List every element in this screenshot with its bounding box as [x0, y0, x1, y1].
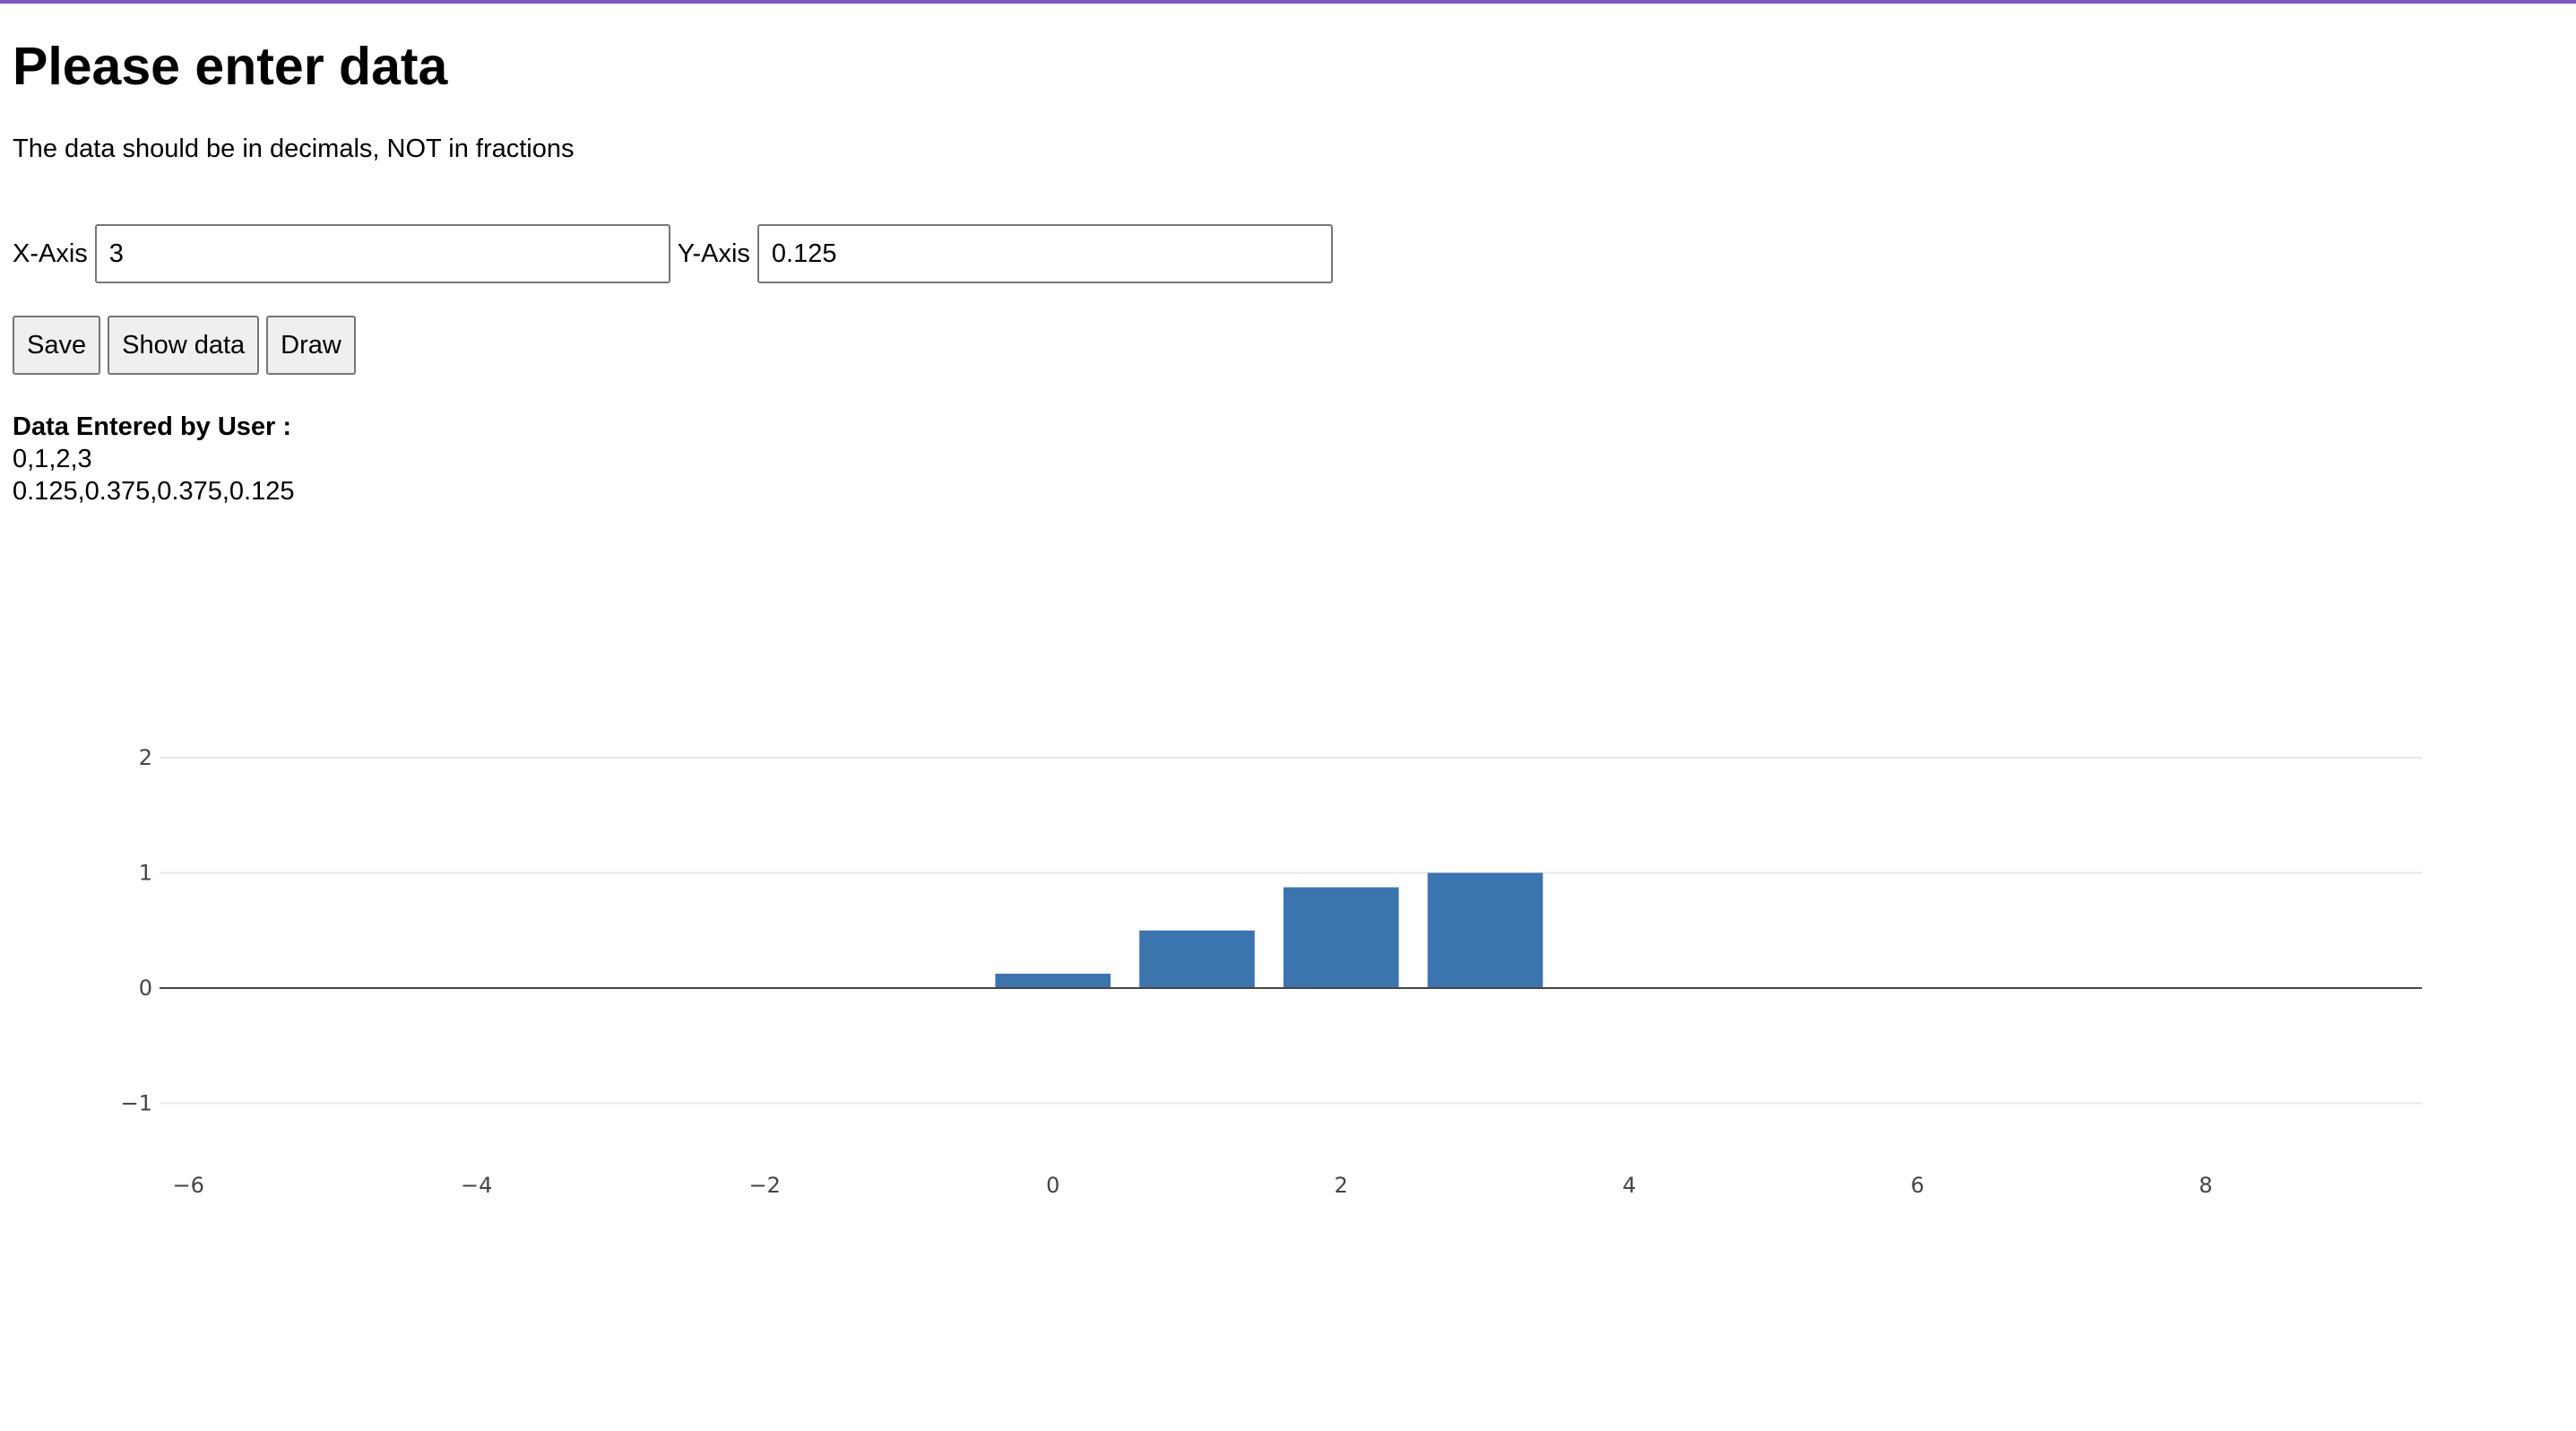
bar-chart: −1 0 1 2 −6 −4 −2 0 2 4 6 8: [121, 745, 2422, 1198]
x-tick-label: 8: [2199, 1173, 2212, 1198]
page-title: Please enter data: [13, 37, 448, 96]
y-tick-label: 1: [139, 861, 152, 886]
bar: [995, 973, 1111, 988]
chart-container: −1 0 1 2 −6 −4 −2 0 2 4 6 8: [0, 628, 2576, 1224]
x-tick-label: 0: [1046, 1173, 1059, 1198]
x-tick-label: −6: [172, 1173, 203, 1198]
x-axis-label: X-Axis: [13, 238, 88, 268]
x-tick-label: −2: [749, 1173, 781, 1198]
instructions-text: The data should be in decimals, NOT in f…: [13, 134, 575, 163]
save-button[interactable]: Save: [13, 316, 101, 375]
y-axis-label: Y-Axis: [677, 238, 750, 268]
show-data-button[interactable]: Show data: [108, 316, 260, 375]
x-data-line: 0,1,2,3: [13, 445, 92, 473]
button-row: Save Show data Draw: [13, 316, 363, 375]
x-axis-input[interactable]: [94, 224, 670, 283]
draw-button[interactable]: Draw: [266, 316, 356, 375]
y-data-line: 0.125,0.375,0.375,0.125: [13, 477, 295, 506]
y-tick-label: 2: [139, 745, 152, 770]
bar: [1427, 872, 1543, 988]
y-tick-label: −1: [121, 1091, 152, 1116]
y-axis-input[interactable]: [756, 224, 1333, 283]
input-row: X-Axis Y-Axis: [13, 224, 1340, 283]
data-heading: Data Entered by User :: [13, 412, 292, 441]
x-tick-label: 4: [1622, 1173, 1636, 1198]
bar: [1139, 930, 1255, 988]
x-tick-label: 6: [1911, 1173, 1924, 1198]
bar: [1283, 887, 1399, 988]
x-tick-label: −4: [461, 1173, 492, 1198]
data-display: Data Entered by User : 0,1,2,3 0.125,0.3…: [13, 411, 294, 507]
top-accent-bar: [0, 0, 2576, 4]
x-tick-label: 2: [1335, 1173, 1348, 1198]
y-tick-label: 0: [139, 976, 152, 1001]
